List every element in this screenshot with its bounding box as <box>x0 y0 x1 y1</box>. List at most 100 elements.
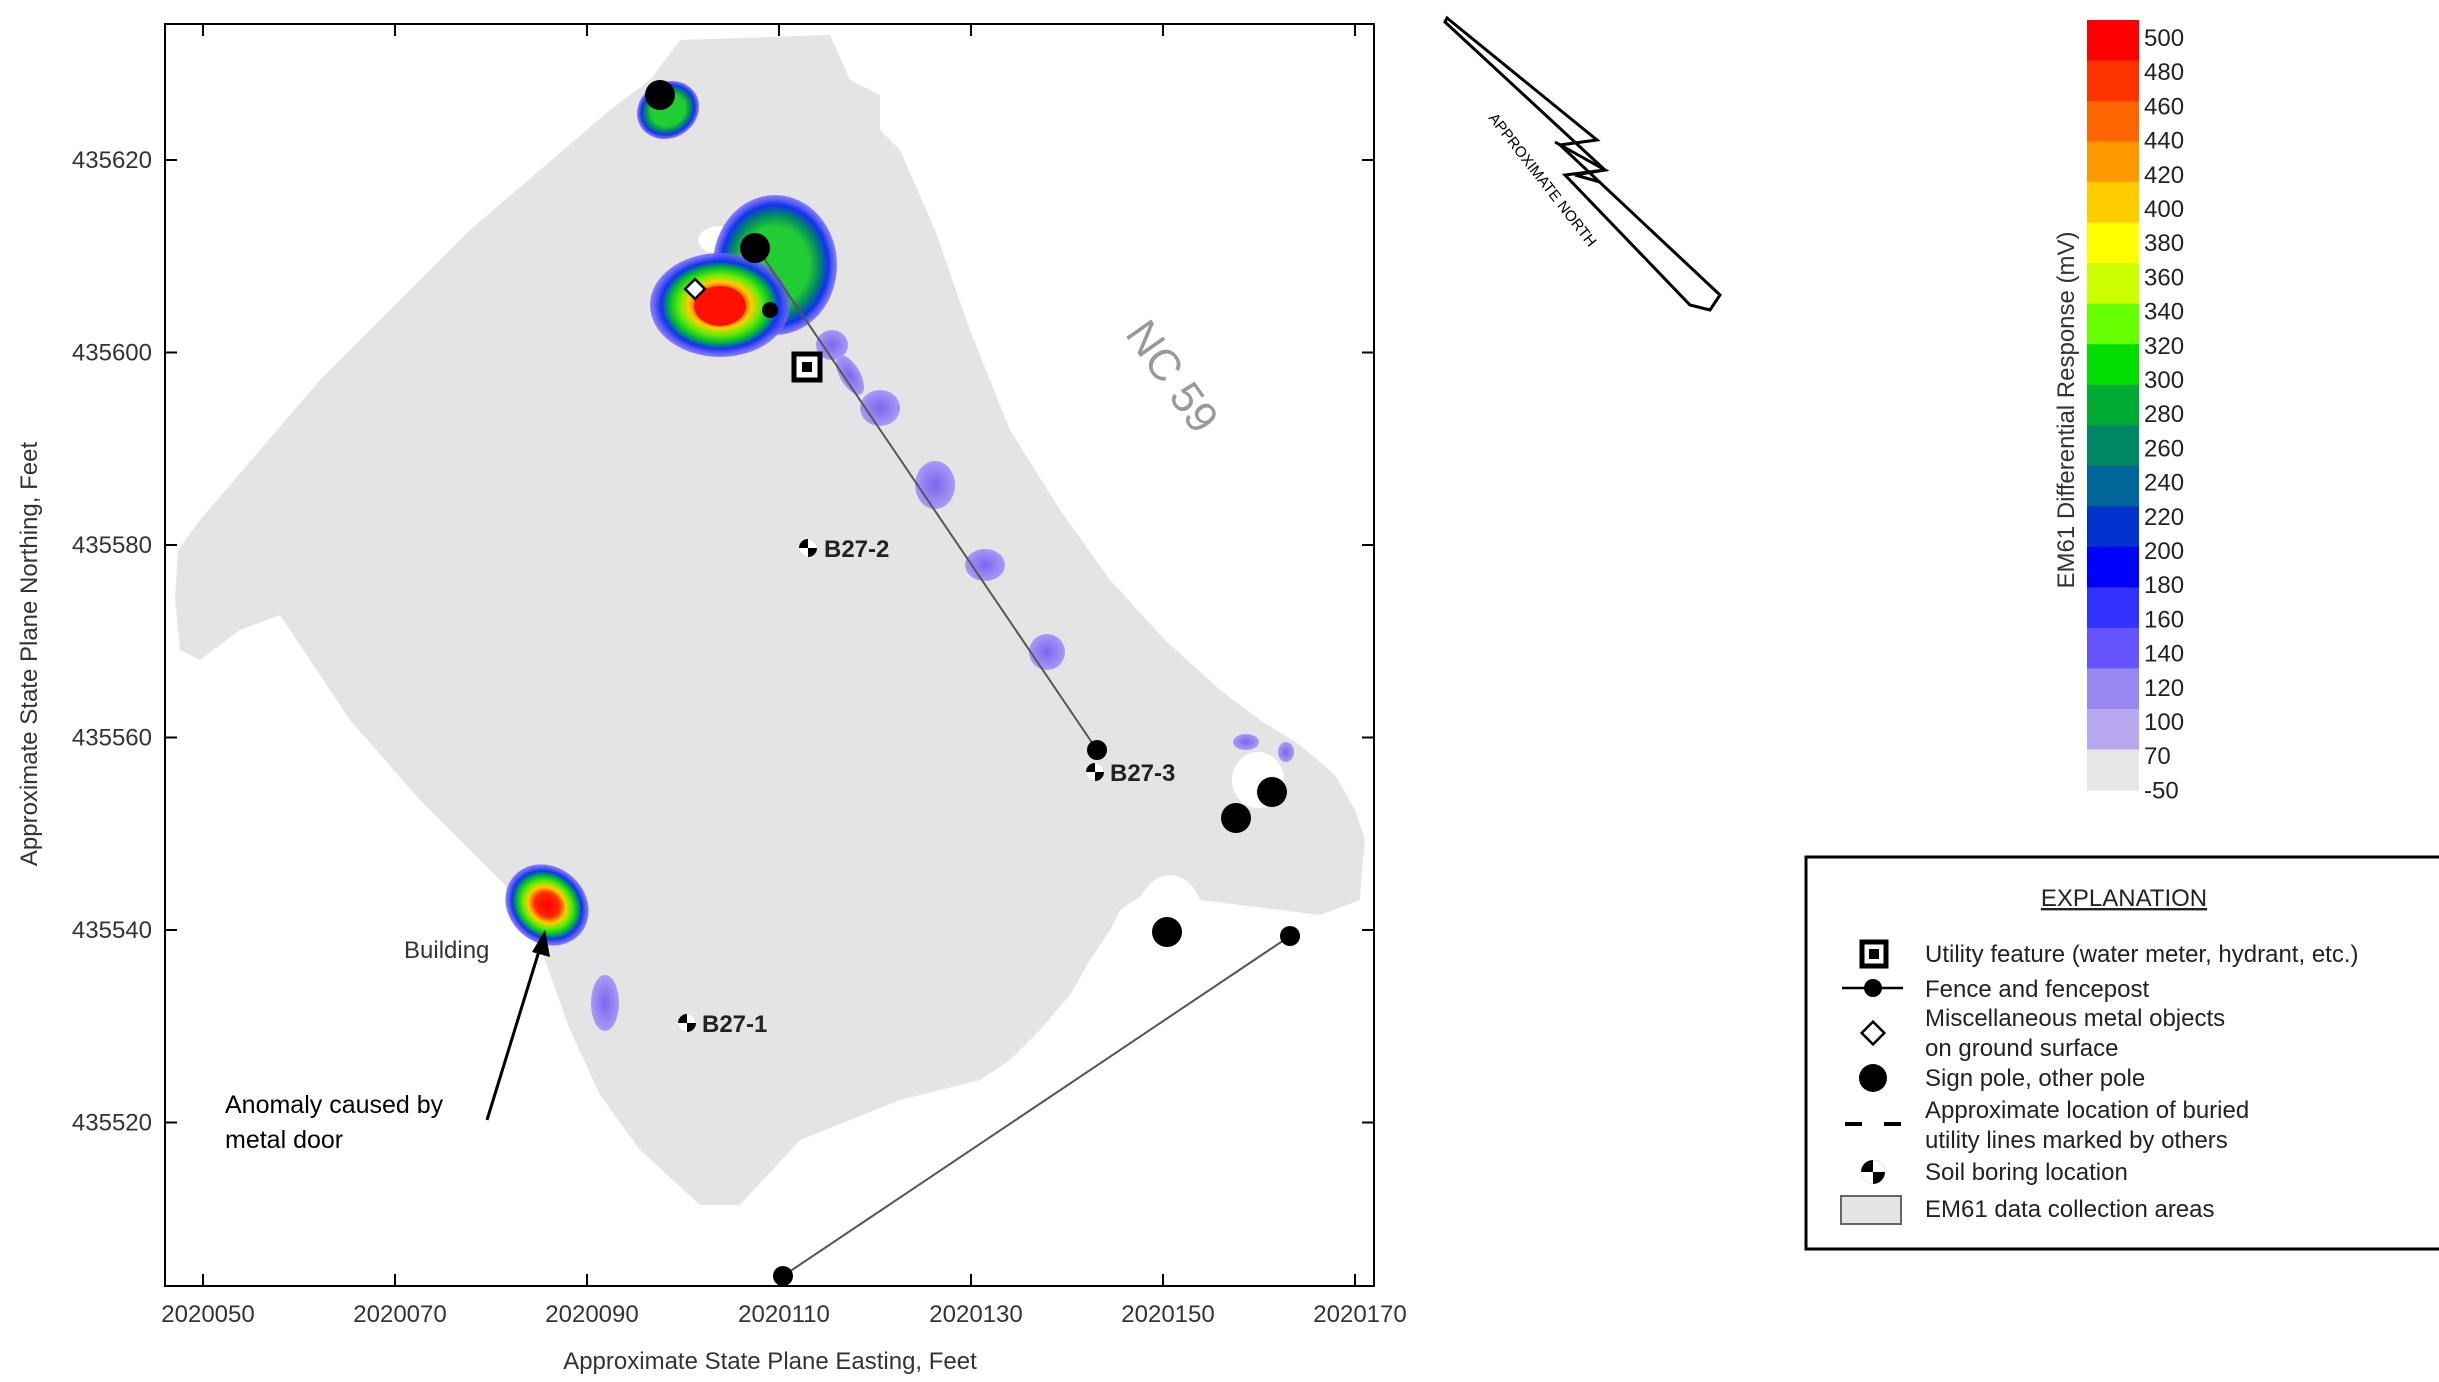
colorbar-title: EM61 Differential Response (mV) <box>2053 231 2080 588</box>
legend-title: EXPLANATION <box>2041 885 2207 912</box>
colorbar-tick-label: 280 <box>2144 401 2184 428</box>
colorbar-swatch <box>2087 384 2139 426</box>
boring-label: B27-1 <box>702 1011 767 1038</box>
anomaly-purple <box>915 461 955 509</box>
anomaly-purple <box>591 975 619 1031</box>
x-axis-ticks: 2020050 2020070 2020090 2020110 2020130 20201… <box>161 24 1407 1328</box>
colorbar-tick-label: 180 <box>2144 572 2184 599</box>
anomaly-purple <box>816 330 848 360</box>
filled-circle-icon <box>1859 1064 1887 1092</box>
map-frame <box>164 23 1375 1287</box>
x-axis-label: Approximate State Plane Easting, Feet <box>563 1348 977 1375</box>
legend-label-pole: Sign pole, other pole <box>1925 1065 2145 1092</box>
colorbar-tick-label: 240 <box>2144 470 2184 497</box>
colorbar-swatch <box>2087 101 2139 143</box>
x-tick-label: 2020090 <box>545 1301 638 1328</box>
colorbar-swatch <box>2087 20 2139 62</box>
y-tick-label: 435520 <box>72 1110 152 1137</box>
colorbar-swatch <box>2087 182 2139 224</box>
colorbar-tick-label: 480 <box>2144 59 2184 86</box>
colorbar-tick-label: 360 <box>2144 264 2184 291</box>
sign-pole-icon <box>1257 777 1287 807</box>
x-tick-label: 2020070 <box>353 1301 446 1328</box>
colorbar-swatch <box>2087 506 2139 548</box>
y-tick-label: 435600 <box>72 340 152 367</box>
building-label: Building <box>404 937 489 964</box>
annotation-arrow-icon <box>485 930 550 1121</box>
x-tick-label: 2020170 <box>1313 1301 1406 1328</box>
colorbar-tick-label: 400 <box>2144 196 2184 223</box>
annotation-line-2: metal door <box>225 1126 343 1154</box>
colorbar-swatch <box>2087 303 2139 345</box>
colorbar-swatch <box>2087 627 2139 670</box>
legend: EXPLANATION Utility feature (water meter… <box>1804 855 2439 1251</box>
map-panel: 2020050 2020070 2020090 2020110 2020130 20201… <box>16 23 1407 1375</box>
colorbar-tick-label: 220 <box>2144 504 2184 531</box>
legend-box <box>1804 855 2439 1251</box>
square-target-icon <box>1859 939 1889 969</box>
legend-label-boring: Soil boring location <box>1925 1159 2128 1186</box>
annotation-line-1: Anomaly caused by <box>225 1091 444 1119</box>
sign-pole-icon <box>740 233 770 263</box>
fence-line <box>782 935 1291 1277</box>
colorbar-swatch <box>2087 222 2139 264</box>
legend-label-metal-1: Miscellaneous metal objects <box>1925 1005 2225 1032</box>
colorbar-tick-label: 200 <box>2144 538 2184 565</box>
anomaly-north-hot-core <box>694 286 746 326</box>
north-arrow: APPROXIMATE NORTH <box>1443 15 1722 312</box>
y-tick-label: 435540 <box>72 917 152 944</box>
colorbar-swatch <box>2087 668 2139 710</box>
colorbar: 500 480 460 440 420 400 380 360 340 320 300 280 260 2… <box>2053 20 2184 804</box>
x-tick-label: 2020050 <box>161 1301 254 1328</box>
colorbar-tick-label: -50 <box>2144 777 2179 804</box>
fence-line <box>756 247 1098 751</box>
colorbar-swatch <box>2087 263 2139 305</box>
colorbar-tick-label: 70 <box>2144 743 2171 770</box>
colorbar-tick-label: 320 <box>2144 333 2184 360</box>
colorbar-tick-label: 500 <box>2144 25 2184 52</box>
em61-anomalies <box>505 80 1294 1031</box>
colorbar-swatch <box>2087 749 2139 791</box>
colorbar-swatch <box>2087 465 2139 507</box>
colorbar-tick-label: 120 <box>2144 675 2184 702</box>
colorbar-tick-labels: 500 480 460 440 420 400 380 360 340 320 300 280 260 2… <box>2144 25 2184 804</box>
colorbar-tick-label: 380 <box>2144 230 2184 257</box>
legend-label-utility: Utility feature (water meter, hydrant, e… <box>1925 941 2359 968</box>
boring-label: B27-2 <box>824 536 889 563</box>
legend-label-metal-2: on ground surface <box>1925 1035 2118 1062</box>
x-tick-label: 2020130 <box>929 1301 1022 1328</box>
fencepost-icon <box>1087 740 1107 760</box>
soil-boring-b27-2: B27-2 <box>799 536 889 563</box>
fencepost-icon <box>762 302 778 318</box>
colorbar-tick-label: 420 <box>2144 162 2184 189</box>
sign-pole-icon <box>1221 803 1251 833</box>
fencepost-icon <box>773 1266 793 1286</box>
legend-label-fence: Fence and fencepost <box>1925 976 2149 1003</box>
anomaly-purple <box>836 355 864 395</box>
anomaly-building <box>505 864 589 946</box>
x-tick-label: 2020150 <box>1121 1301 1214 1328</box>
colorbar-tick-label: 340 <box>2144 299 2184 326</box>
colorbar-swatch <box>2087 141 2139 183</box>
anomaly-purple <box>1029 634 1065 670</box>
anomaly-purple <box>860 390 900 426</box>
colorbar-tick-label: 160 <box>2144 606 2184 633</box>
y-tick-label: 435580 <box>72 532 152 559</box>
road-label: NC 59 <box>1116 312 1228 442</box>
y-axis-label: Approximate State Plane Northing, Feet <box>16 442 43 867</box>
colorbar-tick-label: 100 <box>2144 709 2184 736</box>
colorbar-swatch <box>2087 587 2139 629</box>
anomaly-purple <box>965 549 1005 581</box>
colorbar-swatch <box>2087 60 2139 102</box>
soil-boring-b27-1: B27-1 <box>678 1011 767 1038</box>
colorbar-tick-label: 140 <box>2144 641 2184 668</box>
fencepost-icon <box>1280 926 1300 946</box>
y-axis-ticks: 435620 435600 435580 435560 435540 435520 <box>72 147 1374 1137</box>
soil-boring-icon <box>1861 1160 1885 1184</box>
colorbar-swatch <box>2087 344 2139 386</box>
sign-pole-icon <box>645 80 675 110</box>
colorbar-tick-label: 300 <box>2144 367 2184 394</box>
soil-boring-b27-3: B27-3 <box>1086 760 1175 787</box>
